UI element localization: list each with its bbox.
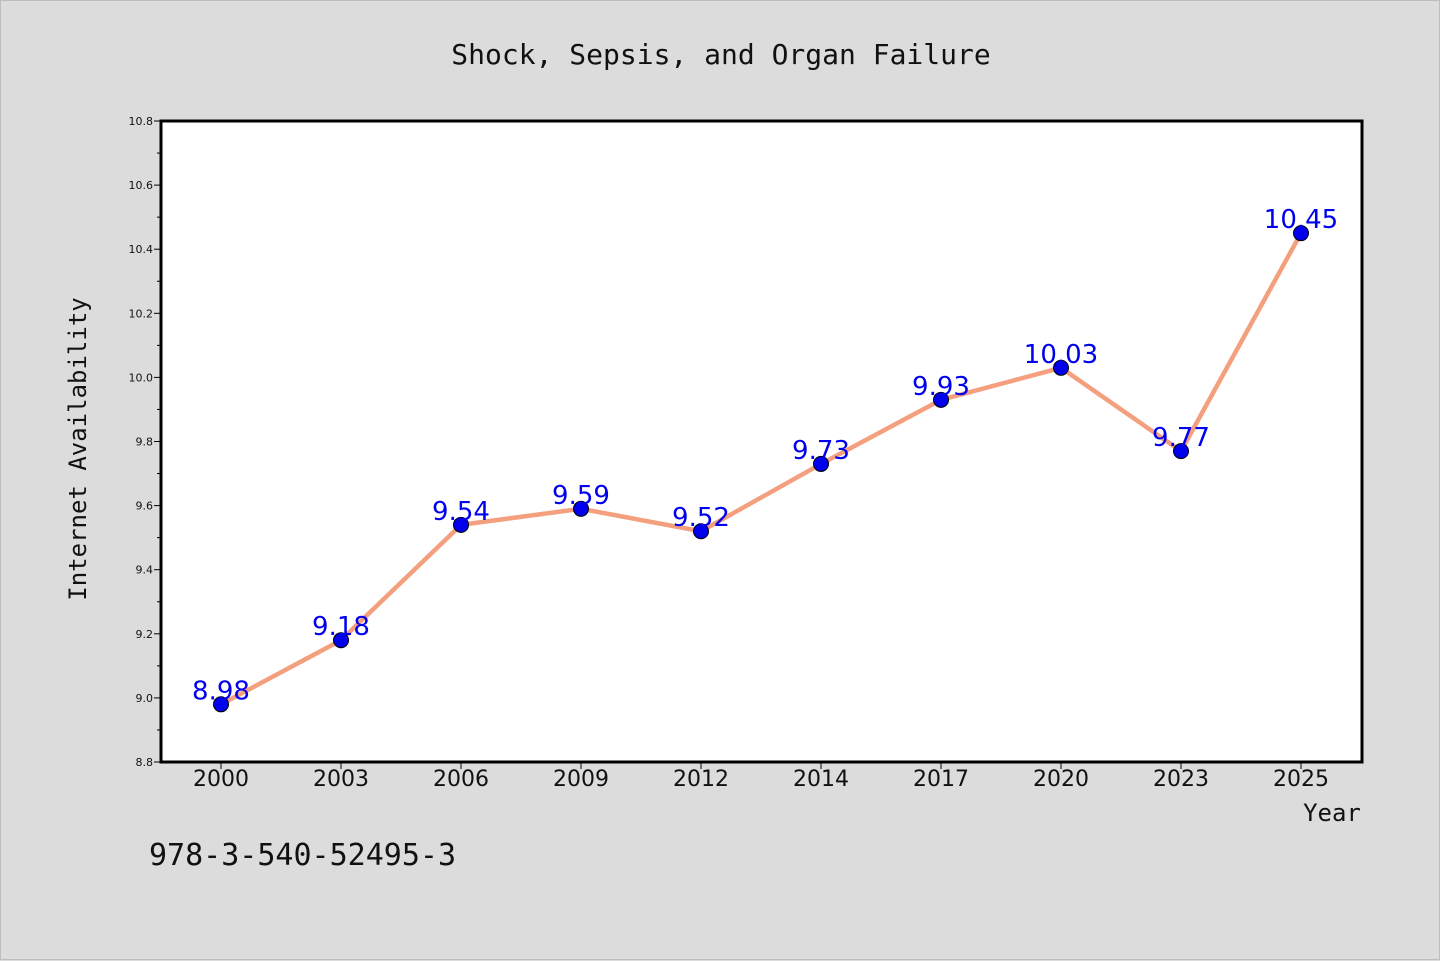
x-tick-label: 2014 [793, 767, 849, 792]
data-point [1053, 359, 1069, 376]
y-tick-label: 10.2 [129, 307, 154, 320]
y-tick-label: 9.6 [136, 500, 154, 513]
x-tick-label: 2000 [193, 767, 249, 792]
chart-title: Shock, Sepsis, and Organ Failure [451, 38, 990, 71]
data-point [573, 500, 589, 517]
x-tick-label: 2017 [913, 767, 969, 792]
data-labels: 8.98 9.18 9.54 9.59 9.52 9.73 9.93 10.03 9.77 10.… [192, 205, 1338, 706]
data-label: 9.73 [792, 436, 850, 466]
data-label: 9.18 [312, 612, 370, 642]
x-tick-label: 2006 [433, 767, 489, 792]
y-axis-label: Internet Availability [64, 297, 92, 600]
y-axis: 8.8 9.0 9.2 9.4 9.6 9.8 10.0 10.2 10.4 10.6 10.8 [129, 115, 161, 769]
x-tick-label: 2023 [1153, 767, 1209, 792]
data-point [933, 391, 949, 408]
series-line [219, 232, 1303, 707]
data-point [1173, 443, 1189, 460]
data-label: 9.59 [552, 481, 610, 511]
data-point [453, 516, 469, 533]
y-tick-label: 10.4 [129, 243, 154, 256]
y-tick-label: 10.6 [129, 179, 154, 192]
y-tick-label: 9.2 [136, 628, 154, 641]
x-axis: 2000 2003 2006 2009 2012 2014 2017 2020 2023 2025 [193, 762, 1329, 792]
data-label: 9.77 [1152, 423, 1210, 453]
data-point [213, 696, 229, 713]
data-label: 9.54 [432, 497, 490, 527]
x-tick-label: 2020 [1033, 767, 1089, 792]
data-label: 10.03 [1024, 340, 1098, 370]
x-axis-label: Year [1303, 799, 1361, 827]
x-tick-label: 2003 [313, 767, 369, 792]
data-point [333, 632, 349, 649]
x-tick-label: 2025 [1273, 767, 1329, 792]
y-tick-label: 10.0 [129, 371, 154, 384]
plot-area [159, 119, 1364, 764]
y-tick-label: 8.8 [136, 756, 154, 769]
y-tick-label: 9.8 [136, 436, 154, 449]
data-point [693, 523, 709, 540]
data-point [813, 455, 829, 472]
y-tick-label: 9.4 [136, 564, 154, 577]
x-tick-label: 2012 [673, 767, 729, 792]
data-point [1293, 225, 1309, 242]
y-tick-label: 10.8 [129, 115, 154, 128]
series-markers [213, 225, 1309, 713]
data-label: 8.98 [192, 676, 250, 706]
data-label: 9.93 [912, 372, 970, 402]
data-label: 10.45 [1264, 205, 1338, 235]
x-tick-label: 2009 [553, 767, 609, 792]
y-tick-label: 9.0 [136, 692, 154, 705]
isbn-text: 978-3-540-52495-3 [149, 838, 456, 873]
data-label: 9.52 [672, 503, 730, 533]
